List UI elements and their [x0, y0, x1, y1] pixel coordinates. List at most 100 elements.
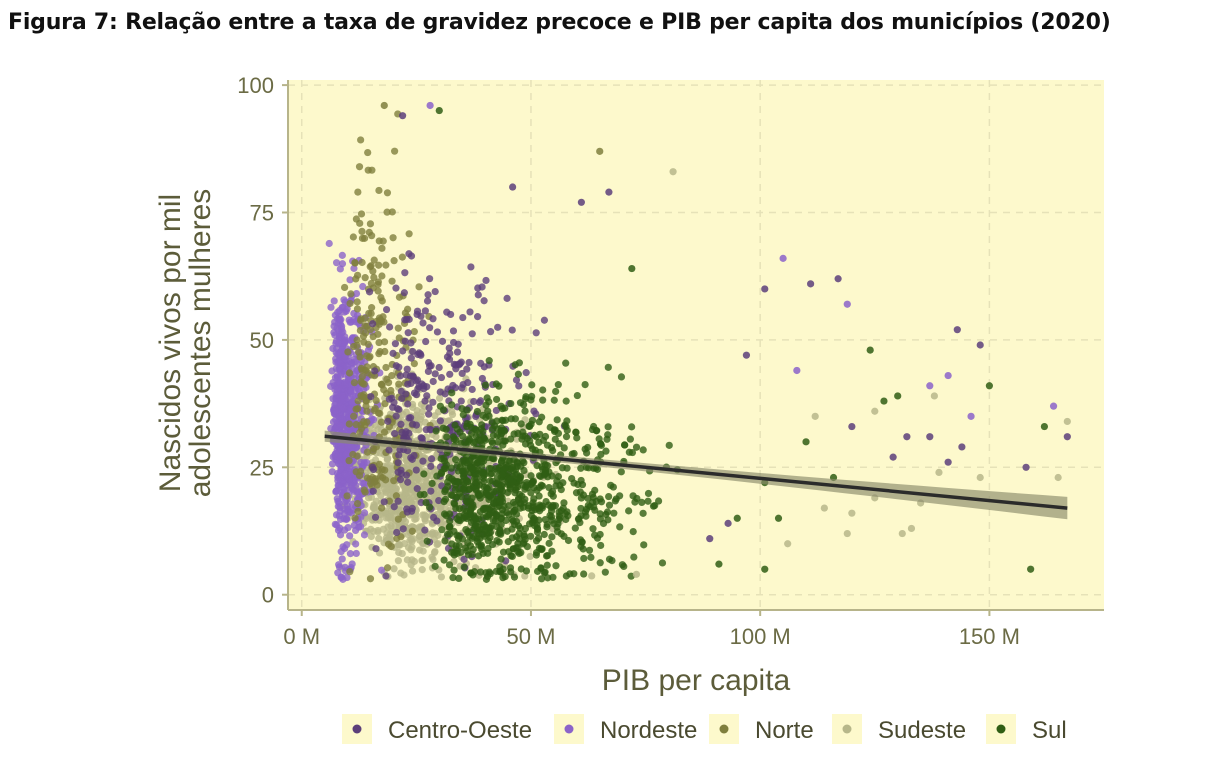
- point-nordeste: [338, 251, 346, 259]
- legend-label: Norte: [755, 717, 814, 744]
- point-centro-oeste: [468, 385, 476, 394]
- point-sul: [508, 463, 516, 472]
- point-sul: [510, 430, 518, 438]
- point-sudeste: [437, 573, 446, 581]
- point-norte: [368, 473, 377, 482]
- point-centro-oeste: [453, 348, 462, 356]
- point-centro-oeste: [420, 382, 428, 390]
- point-norte: [377, 418, 386, 426]
- point-sul: [509, 498, 518, 506]
- point-centro-oeste: [412, 466, 420, 474]
- point-sudeste: [415, 527, 423, 535]
- point-sul: [593, 427, 601, 435]
- point-sul: [535, 484, 544, 492]
- point-sul: [488, 418, 496, 426]
- point-centro-oeste: [395, 363, 403, 371]
- point-sudeste: [434, 531, 442, 539]
- point-norte: [383, 189, 392, 197]
- point-centro-oeste: [436, 388, 444, 396]
- point-sul: [449, 573, 457, 582]
- point-centro-oeste: [423, 297, 432, 305]
- point-sul: [562, 397, 570, 405]
- point-norte: [353, 336, 361, 344]
- point-sul: [468, 550, 476, 558]
- point-outlier: [848, 509, 856, 517]
- point-norte: [345, 457, 353, 465]
- point-norte: [366, 220, 375, 228]
- point-nordeste: [330, 297, 338, 305]
- point-norte: [369, 332, 377, 341]
- point-nordeste: [339, 404, 347, 412]
- point-norte: [370, 256, 378, 264]
- point-sul: [515, 475, 523, 483]
- point-centro-oeste: [460, 555, 468, 563]
- point-centro-oeste: [404, 400, 412, 408]
- point-sul: [477, 541, 485, 549]
- point-centro-oeste: [398, 428, 406, 437]
- point-nordeste: [336, 306, 344, 315]
- point-outlier: [944, 371, 952, 380]
- point-sul: [576, 488, 584, 496]
- point-sul: [416, 491, 424, 499]
- point-centro-oeste: [413, 485, 421, 493]
- point-sul: [584, 443, 592, 452]
- point-norte: [358, 227, 366, 236]
- point-nordeste: [335, 481, 343, 490]
- point-centro-oeste: [457, 397, 465, 405]
- point-norte: [344, 348, 352, 356]
- point-sul: [443, 478, 452, 486]
- point-sul: [548, 547, 556, 555]
- point-norte: [361, 322, 369, 330]
- point-norte: [372, 396, 380, 405]
- point-sul: [577, 476, 585, 485]
- point-centro-oeste: [435, 363, 443, 372]
- point-sul: [517, 500, 525, 508]
- point-norte: [405, 230, 413, 238]
- point-sudeste: [400, 539, 409, 548]
- point-nordeste: [336, 265, 344, 273]
- point-norte: [375, 237, 383, 245]
- point-centro-oeste: [407, 354, 415, 362]
- point-sul: [532, 551, 540, 559]
- point-centro-oeste: [396, 372, 404, 380]
- point-norte: [356, 219, 364, 227]
- point-norte: [360, 338, 368, 346]
- point-outlier: [577, 198, 585, 206]
- point-centro-oeste: [429, 315, 437, 323]
- point-sul: [507, 399, 515, 408]
- point-sul: [579, 545, 587, 553]
- x-axis-title: PIB per capita: [602, 664, 791, 697]
- point-norte: [368, 482, 376, 490]
- point-sul: [560, 444, 568, 452]
- point-sul: [570, 570, 578, 578]
- point-nordeste: [328, 468, 336, 476]
- point-sul: [554, 381, 562, 389]
- point-outlier: [715, 560, 723, 568]
- point-sul: [589, 525, 597, 533]
- point-norte: [350, 412, 358, 420]
- point-sudeste: [421, 517, 430, 525]
- point-sul: [610, 509, 618, 517]
- point-sul: [456, 463, 464, 471]
- point-centro-oeste: [449, 381, 457, 390]
- legend-label: Nordeste: [600, 717, 697, 744]
- point-sudeste: [390, 565, 398, 573]
- point-sudeste: [394, 557, 402, 565]
- point-sul: [480, 457, 488, 465]
- point-centro-oeste: [382, 572, 390, 580]
- point-nordeste: [345, 470, 353, 479]
- point-centro-oeste: [407, 252, 416, 260]
- point-nordeste: [328, 367, 336, 375]
- point-sul: [482, 491, 490, 499]
- point-sudeste: [422, 482, 430, 490]
- point-sul: [552, 387, 560, 396]
- point-sudeste: [395, 540, 403, 548]
- y-tick-label: 25: [250, 455, 274, 480]
- point-norte: [361, 274, 369, 282]
- point-sul: [577, 464, 585, 472]
- point-norte: [365, 309, 373, 318]
- point-sul: [576, 536, 585, 544]
- point-norte: [368, 232, 376, 240]
- point-centro-oeste: [431, 370, 439, 378]
- point-sudeste: [419, 556, 427, 564]
